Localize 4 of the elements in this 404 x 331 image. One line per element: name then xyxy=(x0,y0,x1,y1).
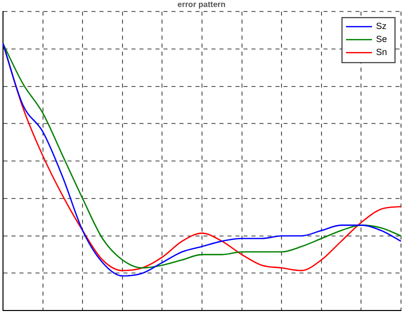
chart-title: error pattern xyxy=(177,0,226,10)
legend-label: Se xyxy=(376,34,388,44)
legend-label: Sz xyxy=(376,21,387,32)
legend-label: Sn xyxy=(376,47,388,58)
